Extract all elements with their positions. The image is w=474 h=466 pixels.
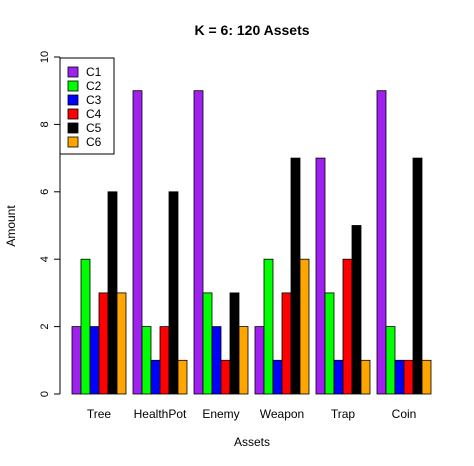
- legend-label-c3: C3: [86, 93, 102, 107]
- bar-trap-c6: [360, 359, 371, 395]
- bar-enemy-c2: [202, 292, 213, 395]
- x-tick-label-healthpot: HealthPot: [134, 407, 187, 421]
- bar-enemy-c3: [211, 326, 222, 395]
- legend-label-c2: C2: [86, 79, 102, 93]
- y-tick-label-5: 10: [39, 51, 51, 63]
- bar-group-healthpot: [132, 90, 188, 395]
- legend-label-c1: C1: [86, 65, 102, 79]
- bars: [71, 90, 432, 395]
- bar-coin-c3: [394, 359, 405, 395]
- legend-swatch-c1: [67, 66, 79, 78]
- legend-label-c6: C6: [86, 135, 102, 149]
- bar-healthpot-c5: [168, 191, 179, 395]
- bar-group-enemy: [193, 90, 249, 395]
- bar-tree-c2: [80, 258, 91, 395]
- y-tick-label-4: 8: [39, 121, 51, 127]
- bar-tree-c3: [89, 326, 100, 395]
- bar-healthpot-c2: [141, 326, 152, 395]
- x-tick-label-tree: Tree: [87, 407, 112, 421]
- bar-tree-c6: [116, 292, 127, 395]
- bar-weapon-c2: [263, 258, 274, 395]
- bar-enemy-c4: [220, 359, 231, 395]
- x-axis-label: Assets: [234, 435, 270, 449]
- bar-enemy-c6: [238, 326, 249, 395]
- bar-healthpot-c1: [132, 90, 143, 395]
- legend-swatch-c6: [67, 136, 79, 148]
- bar-healthpot-c6: [177, 359, 188, 395]
- x-tick-label-weapon: Weapon: [260, 407, 304, 421]
- bar-weapon-c4: [281, 292, 292, 395]
- bar-group-trap: [315, 157, 371, 395]
- bar-weapon-c6: [299, 258, 310, 395]
- bar-tree-c4: [98, 292, 109, 395]
- bar-enemy-c5: [229, 292, 240, 395]
- y-tick-label-3: 6: [39, 189, 51, 195]
- y-axis-label: Amount: [4, 205, 18, 247]
- legend-label-c4: C4: [86, 107, 102, 121]
- x-tick-label-enemy: Enemy: [202, 407, 239, 421]
- bar-coin-c5: [412, 157, 423, 395]
- legend-swatch-c5: [67, 122, 79, 134]
- bar-coin-c6: [421, 359, 432, 395]
- bar-healthpot-c4: [159, 326, 170, 395]
- legend-label-c5: C5: [86, 121, 102, 135]
- x-tick-label-trap: Trap: [331, 407, 356, 421]
- x-tick-label-coin: Coin: [392, 407, 417, 421]
- bar-group-coin: [376, 90, 432, 395]
- bar-trap-c5: [351, 225, 362, 395]
- bar-weapon-c5: [290, 157, 301, 395]
- bar-tree-c1: [71, 326, 82, 395]
- bar-trap-c4: [342, 258, 353, 395]
- bar-trap-c2: [324, 292, 335, 395]
- bar-trap-c3: [333, 359, 344, 395]
- legend-swatch-c3: [67, 94, 79, 106]
- y-axis-ticks: 0 2 4 6 8 10: [39, 51, 60, 397]
- bar-tree-c5: [107, 191, 118, 395]
- bar-coin-c1: [376, 90, 387, 395]
- x-axis-tick-labels: Tree HealthPot Enemy Weapon Trap Coin: [87, 407, 416, 421]
- bar-coin-c2: [385, 326, 396, 395]
- bar-coin-c4: [403, 359, 414, 395]
- bar-group-weapon: [254, 157, 310, 395]
- bar-enemy-c1: [193, 90, 204, 395]
- chart-title: K = 6: 120 Assets: [194, 22, 309, 38]
- y-tick-label-1: 2: [39, 324, 51, 330]
- bar-healthpot-c3: [150, 359, 161, 395]
- y-tick-label-2: 4: [39, 256, 51, 262]
- bar-weapon-c3: [272, 359, 283, 395]
- bar-weapon-c1: [254, 326, 265, 395]
- bar-trap-c1: [315, 157, 326, 395]
- y-tick-label-0: 0: [39, 391, 51, 397]
- legend-swatch-c4: [67, 108, 79, 120]
- legend-swatch-c2: [67, 80, 79, 92]
- bar-group-tree: [71, 191, 127, 395]
